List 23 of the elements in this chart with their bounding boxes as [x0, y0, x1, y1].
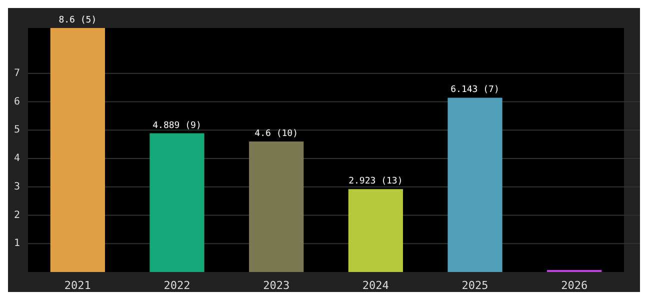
bar [448, 98, 502, 272]
y-tick-label: 6 [14, 96, 20, 108]
y-tick-label: 2 [14, 210, 20, 221]
data-label: 8.6 (5) [58, 16, 97, 26]
x-tick-label: 2025 [462, 279, 488, 292]
y-tick-label: 7 [14, 68, 20, 79]
y-tick-label: 3 [14, 181, 20, 192]
bar [249, 141, 304, 272]
x-tick-label: 2024 [362, 279, 390, 292]
y-tick-label: 4 [14, 153, 20, 164]
y-tick-label: 5 [14, 124, 20, 136]
data-label: 6.143 (7) [450, 85, 500, 96]
data-label: 4.6 (10) [254, 128, 298, 139]
data-label: 4.889 (9) [152, 120, 202, 131]
x-tick-label: 2021 [64, 279, 91, 292]
bar [150, 133, 204, 272]
x-tick-label: 2022 [164, 279, 190, 292]
data-label: 2.923 (13) [348, 176, 403, 187]
y-tick-label: 1 [14, 238, 20, 250]
bar [50, 28, 105, 272]
x-tick-label: 2026 [561, 279, 588, 292]
x-tick-label: 2023 [263, 279, 290, 292]
bar [348, 189, 403, 272]
